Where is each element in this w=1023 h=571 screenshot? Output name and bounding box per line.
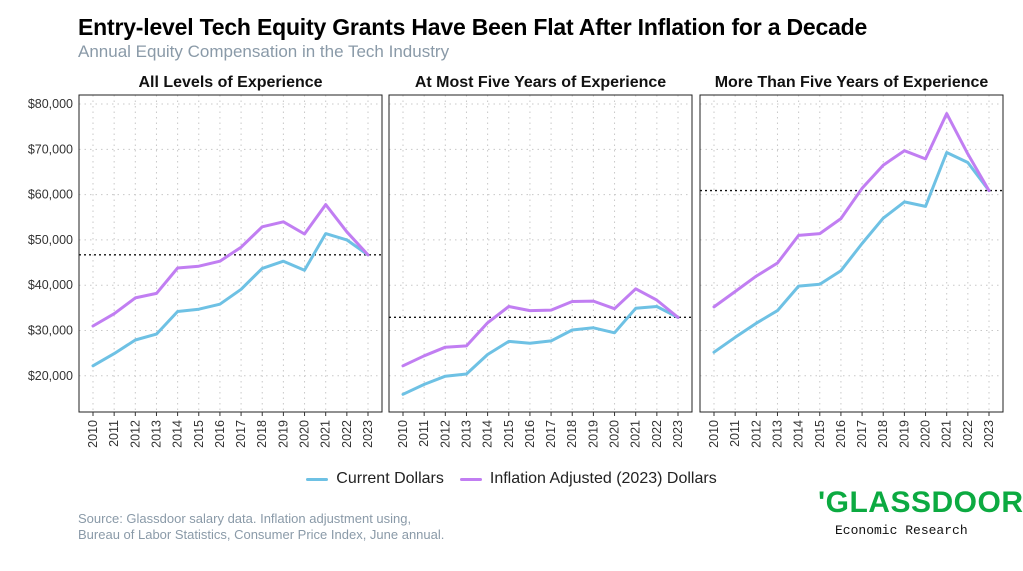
y-tick-label: $40,000 (28, 278, 73, 292)
x-tick-label: 2017 (544, 420, 558, 448)
x-tick-label: 2013 (149, 420, 163, 448)
legend-label-current: Current Dollars (336, 470, 444, 487)
x-tick-label: 2018 (565, 420, 579, 448)
x-tick-label: 2020 (919, 420, 933, 448)
x-tick-label: 2010 (707, 420, 721, 448)
legend-label-adjusted: Inflation Adjusted (2023) Dollars (489, 470, 717, 487)
series-line-adjusted (91, 203, 370, 328)
x-tick-label: 2015 (502, 420, 516, 448)
x-tick-label: 2016 (213, 420, 227, 448)
x-tick-label: 2021 (940, 420, 954, 448)
logo-tagline: Economic Research (835, 523, 968, 538)
x-tick-label: 2011 (107, 420, 121, 447)
y-tick-label: $30,000 (28, 323, 73, 337)
x-tick-label: 2013 (459, 420, 473, 448)
x-tick-label: 2023 (671, 420, 685, 448)
legend-item-current: Current Dollars (306, 470, 444, 488)
panel-frame (78, 94, 383, 413)
x-tick-label: 2014 (792, 420, 806, 448)
legend-item-adjusted: Inflation Adjusted (2023) Dollars (459, 470, 717, 488)
panel-frame (388, 94, 693, 413)
source-note: Source: Glassdoor salary data. Inflation… (78, 511, 444, 543)
x-tick-label: 2012 (128, 420, 142, 448)
x-tick-label: 2020 (608, 420, 622, 448)
x-tick-label: 2016 (523, 420, 537, 448)
series-line-current (712, 151, 991, 354)
x-tick-label: 2016 (834, 420, 848, 448)
x-tick-label: 2011 (728, 420, 742, 447)
panel-title: More Than Five Years of Experience (715, 74, 989, 91)
source-line-1: Source: Glassdoor salary data. Inflation… (78, 511, 412, 526)
x-tick-label: 2022 (340, 420, 354, 448)
x-tick-label: 2018 (255, 420, 269, 448)
x-tick-label: 2019 (276, 420, 290, 448)
x-tick-label: 2014 (481, 420, 495, 448)
x-tick-label: 2013 (770, 420, 784, 448)
x-tick-label: 2023 (982, 420, 996, 448)
glassdoor-logo: 'GLASSDOOR'TM Economic Research (818, 487, 1023, 547)
x-tick-label: 2022 (650, 420, 664, 448)
logo-wordmark: 'GLASSDOOR'TM (818, 487, 1023, 519)
chart-subtitle: Annual Equity Compensation in the Tech I… (78, 42, 450, 61)
series-line-current (401, 305, 680, 396)
x-tick-label: 2017 (855, 420, 869, 448)
chart-title: Entry-level Tech Equity Grants Have Been… (78, 14, 868, 40)
x-tick-label: 2019 (897, 420, 911, 448)
x-tick-label: 2017 (234, 420, 248, 448)
y-tick-label: $80,000 (28, 97, 73, 111)
y-tick-label: $60,000 (28, 188, 73, 202)
y-tick-label: $70,000 (28, 142, 73, 156)
x-tick-label: 2010 (86, 420, 100, 448)
x-tick-label: 2020 (298, 420, 312, 448)
legend-swatch-current (306, 477, 329, 481)
x-tick-label: 2014 (171, 420, 185, 448)
x-tick-label: 2015 (813, 420, 827, 448)
series-line-adjusted (401, 287, 680, 368)
legend: Current Dollars Inflation Adjusted (2023… (0, 470, 1023, 488)
y-tick-label: $20,000 (28, 369, 73, 383)
x-tick-label: 2011 (417, 420, 431, 447)
series-line-adjusted (712, 112, 991, 309)
x-tick-label: 2021 (629, 420, 643, 448)
panel-title: At Most Five Years of Experience (415, 74, 666, 91)
legend-swatch-adjusted (459, 477, 482, 481)
series-line-current (91, 232, 370, 368)
x-tick-label: 2023 (361, 420, 375, 448)
source-line-2: Bureau of Labor Statistics, Consumer Pri… (78, 527, 445, 542)
panel-frame (699, 94, 1004, 413)
logo-wordmark-text: 'GLASSDOOR' (818, 486, 1023, 519)
x-tick-label: 2015 (192, 420, 206, 448)
x-tick-label: 2021 (319, 420, 333, 448)
x-tick-label: 2019 (586, 420, 600, 448)
x-tick-label: 2018 (876, 420, 890, 448)
y-tick-label: $50,000 (28, 233, 73, 247)
x-tick-label: 2012 (438, 420, 452, 448)
x-tick-label: 2010 (396, 420, 410, 448)
panel-title: All Levels of Experience (138, 74, 322, 91)
x-tick-label: 2022 (961, 420, 975, 448)
x-tick-label: 2012 (749, 420, 763, 448)
